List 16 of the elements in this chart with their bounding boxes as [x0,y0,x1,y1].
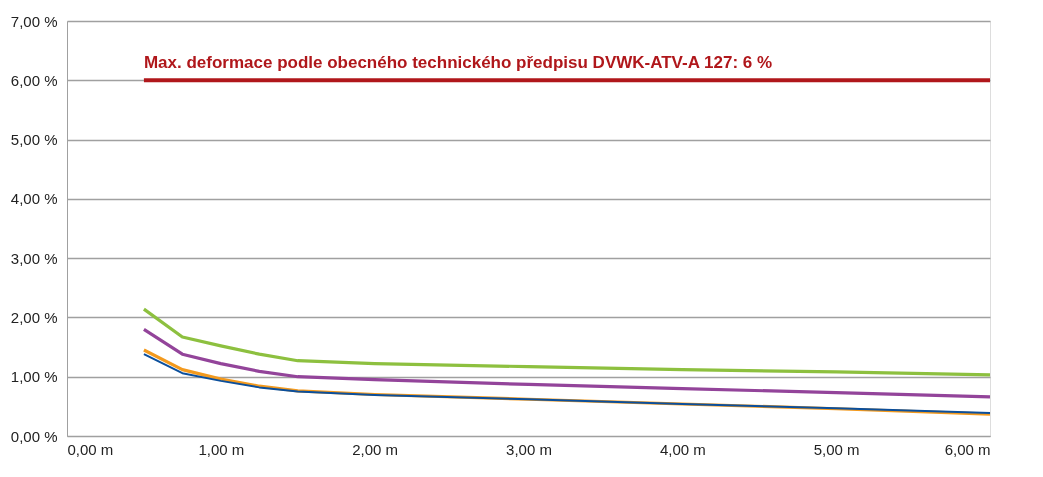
x-tick-label: 0,00 m [67,440,114,458]
x-tick-label: 1,00 m [198,440,245,458]
x-tick-label: 2,00 m [352,440,399,458]
x-tick-label: 4,00 m [659,440,706,458]
x-tick-label: 5,00 m [813,440,860,458]
annotation: Max. deformace podle obecného technického předpisu DVWK-ATV-A 127: 6 % [143,53,773,73]
y-tick-label: 4,00 % [10,190,58,208]
y-tick-label: 2,00 % [10,308,58,326]
y-tick-label: 3,00 % [10,249,58,267]
y-tick-label: 5,00 % [10,131,58,149]
y-tick-label: 1,00 % [10,368,58,386]
x-tick-label: 3,00 m [506,440,552,458]
x-tick-label: 6,00 m [944,440,991,458]
y-tick-label: 7,00 % [10,12,58,30]
y-tick-label: 6,00 % [10,71,58,89]
y-tick-label: 0,00 % [10,427,58,445]
